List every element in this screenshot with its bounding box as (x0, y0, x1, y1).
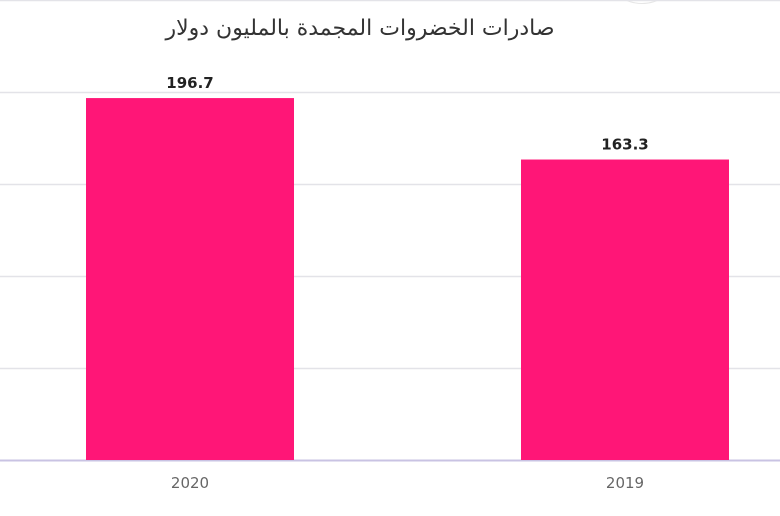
data-labels: 196.7 163.3 (166, 74, 648, 153)
x-tick-labels: 2020 2019 (171, 474, 644, 492)
chart-title: صادرات الخضروات المجمدة بالمليون دولار (165, 16, 555, 41)
bar-2020[interactable] (86, 98, 294, 461)
data-label-2019: 163.3 (601, 136, 648, 154)
chart-title-wrap: صادرات الخضروات المجمدة بالمليون دولار (150, 16, 570, 41)
data-label-2020: 196.7 (166, 74, 213, 92)
x-tick-label-2019: 2019 (606, 474, 644, 492)
bars (86, 98, 729, 461)
x-tick-label-2020: 2020 (171, 474, 209, 492)
bar-2019[interactable] (521, 159, 729, 460)
